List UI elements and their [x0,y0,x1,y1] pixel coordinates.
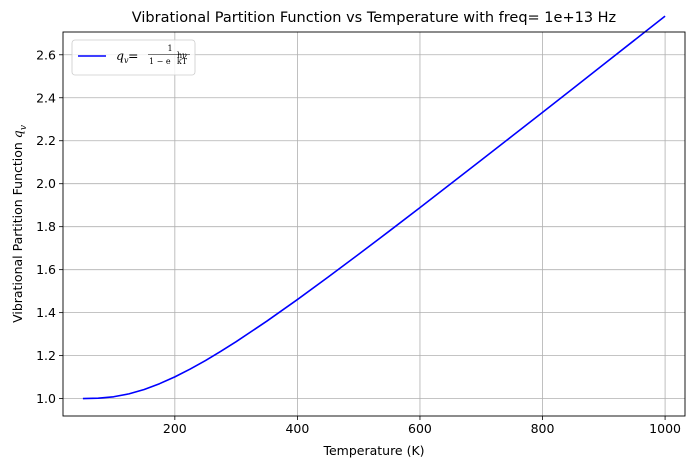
y-tick-label: 1.4 [36,305,56,320]
y-axis-label-subscript: v [19,125,29,130]
series-layer [82,15,666,400]
y-tick-label: 2.4 [36,90,56,105]
legend-exponent-denominator: kT [177,57,188,66]
x-tick-label: 1000 [649,421,681,436]
x-axis-label: Temperature (K) [322,443,424,458]
x-tick-label: 600 [408,421,432,436]
y-axis-label: Vibrational Partition Function qv [10,125,29,323]
chart-title: Vibrational Partition Function vs Temper… [132,10,616,26]
legend-denominator: 1 − e [149,57,171,66]
legend-numerator: 1 [167,44,172,53]
legend-equals: = [128,48,138,63]
y-tick-label: 1.0 [36,391,56,406]
grid [63,32,685,416]
legend-box [71,39,196,76]
legend-symbol: qv [116,48,129,65]
y-tick-label: 2.2 [36,133,56,148]
legend-exponent-numerator: hν [177,51,187,60]
y-axis-label-symbol: q [10,130,25,138]
ticks-layer: 200 400 600 800 1000 1.0 1.2 1.4 1.6 1.8 2.0 2.2 2.4… [36,47,681,436]
x-tick-label: 800 [531,421,555,436]
y-tick-label: 1.8 [36,219,56,234]
plot-frame [62,31,686,417]
series-line-0 [82,15,666,400]
y-tick-label: 2.0 [36,176,56,191]
y-axis-label-main: Vibrational Partition Function [10,138,25,323]
legend: qv = 1 1 − e hν kT [71,39,196,76]
y-tick-label: 2.6 [36,47,56,62]
x-tick-label: 200 [163,421,187,436]
y-tick-label: 1.6 [36,262,56,277]
y-tick-label: 1.2 [36,348,56,363]
x-tick-label: 400 [285,421,309,436]
